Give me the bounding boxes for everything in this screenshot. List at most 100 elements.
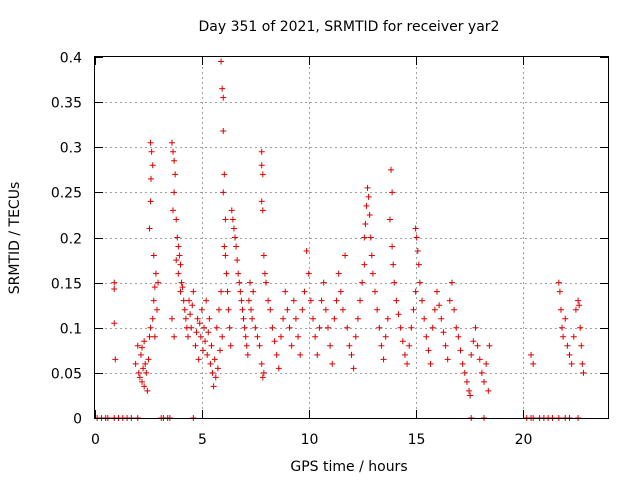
data-point	[176, 252, 183, 259]
data-point	[222, 252, 229, 259]
data-point	[221, 171, 228, 178]
data-point	[305, 270, 312, 277]
data-point	[149, 162, 156, 169]
data-point	[555, 279, 562, 286]
y-tick-label: 0.2	[60, 232, 82, 248]
data-point	[389, 243, 396, 250]
data-point	[359, 279, 366, 286]
data-point	[146, 333, 153, 340]
data-point	[346, 342, 353, 349]
data-point	[221, 243, 228, 250]
data-point	[232, 234, 239, 241]
data-point	[241, 324, 248, 331]
y-axis-label: SRMTID / TECUs	[7, 182, 23, 295]
data-point	[189, 302, 196, 309]
data-point	[374, 306, 381, 313]
data-point	[367, 234, 374, 241]
data-point	[576, 302, 583, 309]
data-point	[357, 297, 364, 304]
data-point	[213, 324, 220, 331]
data-point	[461, 369, 468, 376]
data-point	[153, 306, 160, 313]
data-point	[271, 338, 278, 345]
data-point	[467, 392, 474, 399]
data-point	[181, 306, 188, 313]
data-point	[483, 360, 490, 367]
data-point	[295, 333, 302, 340]
data-point	[240, 315, 247, 322]
data-point	[175, 243, 182, 250]
data-point	[575, 297, 582, 304]
data-point	[132, 360, 139, 367]
data-point	[361, 234, 368, 241]
x-tick-label: 5	[198, 432, 207, 448]
data-point	[269, 324, 276, 331]
data-point	[219, 85, 226, 92]
y-tick-label: 0.3	[60, 141, 82, 157]
data-point	[265, 297, 272, 304]
data-point	[174, 234, 181, 241]
data-point	[578, 342, 585, 349]
data-point	[263, 279, 269, 286]
data-point	[134, 342, 141, 349]
data-point	[580, 369, 587, 376]
data-point	[173, 216, 180, 223]
data-point	[250, 288, 257, 295]
data-point	[172, 171, 179, 178]
data-point	[382, 333, 389, 340]
data-point	[259, 374, 266, 381]
data-point	[363, 202, 370, 209]
data-point	[459, 360, 466, 367]
data-point	[362, 220, 369, 227]
data-point	[205, 329, 212, 336]
data-point	[331, 315, 338, 322]
data-point	[248, 306, 255, 313]
data-point	[226, 324, 233, 331]
data-point	[412, 225, 419, 232]
data-point	[401, 351, 408, 358]
data-point	[224, 288, 231, 295]
x-tick-label: 10	[301, 432, 319, 448]
data-point	[442, 342, 449, 349]
data-point	[227, 342, 234, 349]
data-point	[474, 342, 481, 349]
data-point	[388, 166, 395, 173]
data-point	[208, 342, 215, 349]
data-point	[386, 216, 393, 223]
data-point	[258, 198, 265, 205]
data-point	[136, 374, 143, 381]
data-point	[361, 261, 368, 268]
data-point	[528, 351, 535, 358]
data-point	[111, 320, 118, 327]
data-point	[199, 347, 206, 354]
data-point	[193, 329, 200, 336]
data-point	[453, 324, 460, 331]
data-point	[201, 324, 208, 331]
data-point	[140, 365, 147, 372]
data-point	[225, 306, 232, 313]
data-point	[171, 333, 178, 340]
data-point	[425, 347, 432, 354]
data-point	[173, 257, 180, 264]
data-point	[195, 356, 202, 363]
data-point	[413, 234, 420, 241]
data-point	[275, 365, 282, 372]
x-axis-label: GPS time / hours	[290, 459, 407, 475]
data-point	[147, 198, 154, 205]
data-point	[457, 347, 464, 354]
data-point	[429, 324, 436, 331]
data-point	[233, 243, 240, 250]
y-tick-label: 0	[73, 412, 82, 428]
data-point	[211, 356, 218, 363]
data-point	[337, 288, 344, 295]
data-point	[286, 324, 293, 331]
data-point	[352, 333, 359, 340]
data-point	[139, 344, 146, 351]
data-point	[339, 306, 346, 313]
data-point	[168, 139, 175, 146]
data-point	[187, 311, 194, 318]
data-point	[148, 175, 155, 182]
data-point	[170, 207, 177, 214]
data-point	[478, 369, 485, 376]
data-point	[468, 351, 475, 358]
